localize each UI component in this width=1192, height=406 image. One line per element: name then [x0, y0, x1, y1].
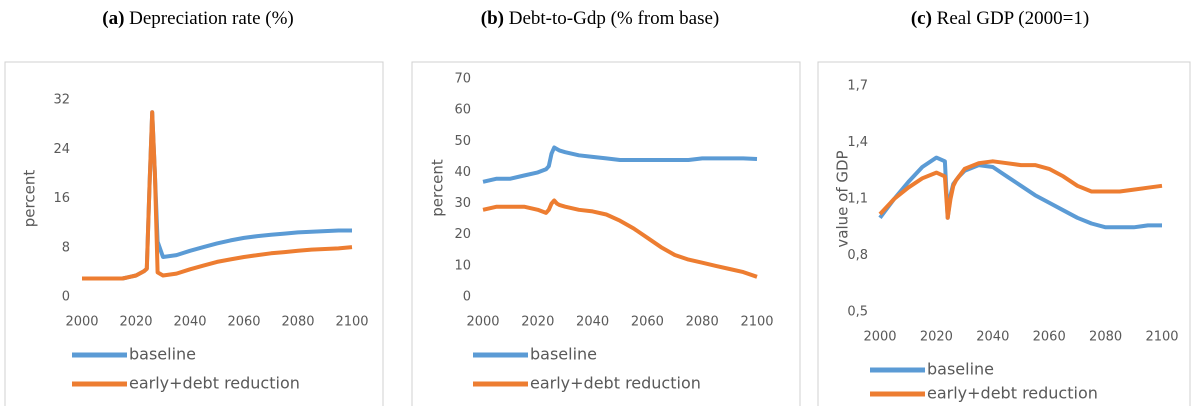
- x-tick-label: 2060: [227, 315, 260, 330]
- data-line: [482, 198, 758, 279]
- x-tick-label: 2100: [335, 315, 368, 330]
- y-tick-label: 32: [53, 93, 70, 108]
- y-axis-title: value of GDP: [834, 150, 852, 247]
- x-tick-label: 2020: [119, 315, 152, 330]
- panel-border: [817, 61, 1191, 406]
- data-line: [482, 145, 758, 184]
- legend-label: early+debt reduction: [530, 374, 701, 393]
- y-tick-label: 1,1: [847, 192, 868, 207]
- legend-label: baseline: [927, 360, 994, 379]
- data-line: [82, 110, 352, 281]
- x-tick-label: 2040: [976, 330, 1009, 345]
- y-tick-label: 0: [463, 290, 471, 305]
- x-tick-label: 2060: [1033, 330, 1066, 345]
- panel-label: (a): [102, 8, 124, 29]
- legend-label: early+debt reduction: [927, 384, 1098, 403]
- x-tick-label: 2080: [686, 315, 719, 330]
- data-line: [878, 155, 1162, 230]
- y-tick-label: 20: [454, 227, 471, 242]
- y-tick-label: 30: [454, 196, 471, 211]
- y-axis-title: percent: [429, 159, 447, 217]
- y-tick-label: 8: [62, 240, 70, 255]
- y-tick-label: 1,7: [847, 79, 868, 94]
- chart-title: Depreciation rate (%): [129, 8, 294, 29]
- y-tick-label: 10: [454, 258, 471, 273]
- x-tick-label: 2080: [1089, 330, 1122, 345]
- legend-label: baseline: [129, 345, 196, 364]
- panel-label: (c): [911, 8, 932, 29]
- panel-title: (a) Depreciation rate (%): [102, 8, 293, 29]
- y-tick-label: 0: [62, 290, 70, 305]
- chart-title: Debt-to-Gdp (% from base): [509, 8, 720, 29]
- data-line: [82, 110, 353, 281]
- y-tick-label: 16: [53, 191, 70, 206]
- y-tick-label: 1,4: [847, 135, 868, 150]
- panel-label: (b): [481, 8, 504, 29]
- x-tick-label: 2060: [631, 315, 664, 330]
- chart-title: Real GDP (2000=1): [937, 8, 1090, 29]
- legend-label: early+debt reduction: [129, 374, 300, 393]
- data-line: [878, 159, 1163, 220]
- legend-label: baseline: [530, 345, 597, 364]
- y-tick-label: 24: [53, 142, 70, 157]
- x-tick-label: 2000: [863, 330, 896, 345]
- x-tick-label: 2000: [466, 315, 499, 330]
- x-tick-label: 2040: [173, 315, 206, 330]
- x-tick-label: 2000: [65, 315, 98, 330]
- x-tick-label: 2100: [740, 315, 773, 330]
- y-tick-label: 70: [454, 72, 471, 87]
- panel-title: (b) Debt-to-Gdp (% from base): [481, 8, 720, 29]
- y-tick-label: 60: [454, 103, 471, 118]
- y-tick-label: 0,5: [847, 305, 868, 320]
- y-tick-label: 0,8: [847, 248, 868, 263]
- y-tick-label: 50: [454, 134, 471, 149]
- y-tick-label: 40: [454, 165, 471, 180]
- panel-border: [411, 61, 801, 406]
- x-tick-label: 2020: [521, 315, 554, 330]
- x-tick-label: 2100: [1145, 330, 1178, 345]
- x-tick-label: 2080: [281, 315, 314, 330]
- panel-border: [4, 61, 384, 406]
- x-tick-label: 2040: [576, 315, 609, 330]
- panel-title: (c) Real GDP (2000=1): [911, 8, 1089, 29]
- y-axis-title: percent: [21, 170, 39, 228]
- x-tick-label: 2020: [920, 330, 953, 345]
